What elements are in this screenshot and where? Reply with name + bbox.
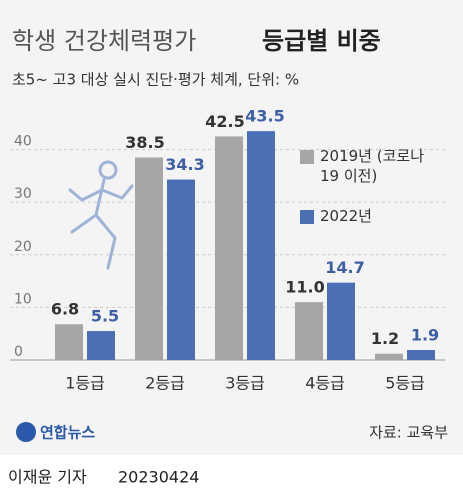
logo-mark xyxy=(16,422,36,442)
y-tick-label: 40 xyxy=(14,134,32,150)
bar xyxy=(55,324,83,360)
bar xyxy=(215,136,243,360)
legend-swatch xyxy=(300,210,314,224)
x-tick-label: 1등급 xyxy=(65,374,105,393)
chart-subtitle: 초5~ 고3 대상 실시 진단·평가 체계, 단위: % xyxy=(12,71,299,89)
bar xyxy=(87,331,115,360)
legend-label: 2022년 xyxy=(320,207,372,225)
legend-swatch xyxy=(300,150,314,164)
byline: 이재윤 기자 xyxy=(8,468,87,487)
bar xyxy=(375,353,403,360)
footer-bg xyxy=(0,455,463,500)
y-tick-label: 0 xyxy=(14,344,23,360)
bar xyxy=(167,179,195,360)
value-label: 42.5 xyxy=(205,112,244,131)
value-label: 14.7 xyxy=(325,258,364,277)
y-tick-label: 20 xyxy=(14,239,32,255)
value-label: 11.0 xyxy=(285,278,324,297)
source: 자료: 교육부 xyxy=(369,424,448,442)
bar xyxy=(135,157,163,360)
runner xyxy=(68,160,134,270)
x-tick-label: 5등급 xyxy=(385,374,425,393)
x-tick-label: 4등급 xyxy=(305,374,345,393)
value-label: 38.5 xyxy=(125,133,164,152)
y-tick-label: 10 xyxy=(14,291,32,307)
value-label: 5.5 xyxy=(91,307,119,326)
date: 20230424 xyxy=(118,468,199,487)
value-label: 43.5 xyxy=(245,107,284,126)
legend-label: 2019년 (코로나19 이전) xyxy=(320,147,424,185)
chart-title: 학생 건강체력평가 xyxy=(12,27,196,55)
credit: 연합뉴스 xyxy=(40,424,95,442)
x-tick-label: 3등급 xyxy=(225,374,265,393)
x-tick-label: 2등급 xyxy=(145,374,185,393)
bar xyxy=(295,302,323,360)
y-tick-label: 30 xyxy=(14,186,32,202)
bar xyxy=(327,282,355,360)
value-label: 6.8 xyxy=(51,300,79,319)
bar xyxy=(247,131,275,360)
bar xyxy=(407,350,435,360)
value-label: 1.2 xyxy=(371,329,399,348)
value-label: 1.9 xyxy=(411,326,439,345)
value-label: 34.3 xyxy=(165,155,204,174)
chart-title-emphasis: 등급별 비중 xyxy=(262,27,381,55)
